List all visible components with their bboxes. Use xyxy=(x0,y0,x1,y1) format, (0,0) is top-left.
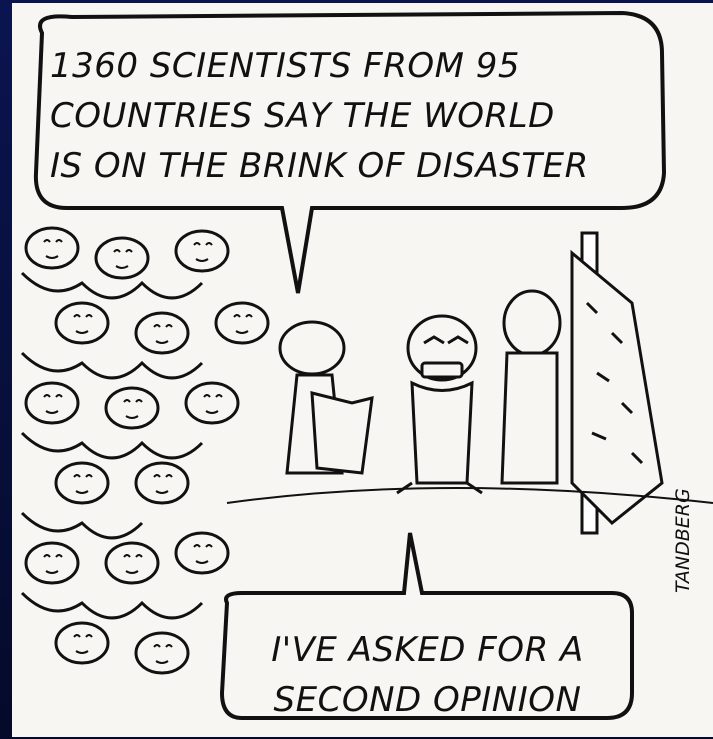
top-caption-line-1: 1360 SCIENTISTS FROM 95 xyxy=(50,46,520,86)
artist-signature: TANDBERG xyxy=(672,488,694,593)
top-caption-line-3: IS ON THE BRINK OF DISASTER xyxy=(50,146,589,186)
top-speech-bubble xyxy=(33,10,667,294)
bottom-caption-line-2: SECOND OPINION xyxy=(273,680,582,720)
scientist-reporter xyxy=(278,320,374,475)
bottom-caption-line-1: I'VE ASKED FOR A xyxy=(271,630,584,670)
cartoon-drawing xyxy=(20,10,713,720)
top-caption-line-2: COUNTRIES SAY THE WORLD xyxy=(50,96,555,136)
cartoon-panel: 1360 SCIENTISTS FROM 95 COUNTRIES SAY TH… xyxy=(12,3,713,737)
bottom-speech-text: I'VE ASKED FOR A SECOND OPINION xyxy=(230,625,625,725)
bottom-speech-bubble xyxy=(219,532,634,720)
ground-line xyxy=(226,487,713,504)
flag-holder-figure xyxy=(500,231,664,535)
grinning-figure xyxy=(396,314,483,495)
top-speech-text: 1360 SCIENTISTS FROM 95 COUNTRIES SAY TH… xyxy=(50,41,670,191)
scientist-crowd xyxy=(20,226,270,675)
